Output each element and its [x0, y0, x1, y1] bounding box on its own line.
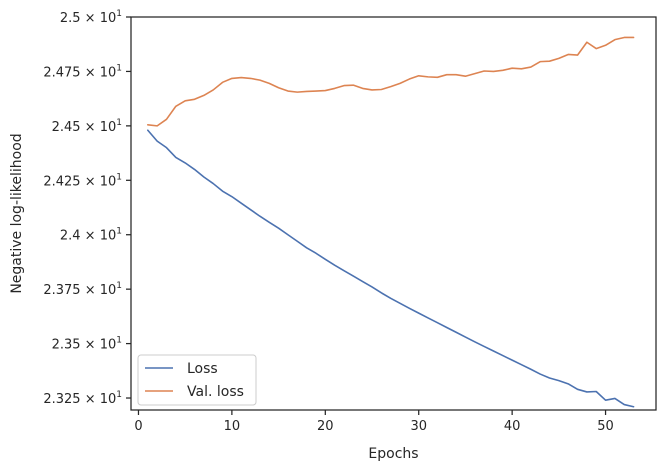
- x-axis-label: Epochs: [368, 446, 418, 462]
- y-tick-label: 2.5 × 101: [60, 9, 122, 26]
- y-tick-label: 2.425 × 101: [43, 172, 122, 189]
- x-tick-label: 0: [134, 419, 142, 434]
- legend-label-val-loss: Val. loss: [187, 384, 244, 400]
- x-tick-label: 20: [317, 419, 334, 434]
- x-tick-label: 50: [597, 419, 614, 434]
- y-axis-label: Negative log-likelihood: [9, 133, 25, 293]
- series-line-val-loss: [147, 36, 635, 127]
- legend-label-loss: Loss: [187, 361, 218, 377]
- series-layer: [147, 36, 635, 408]
- y-tick-label: 2.475 × 101: [43, 63, 122, 80]
- x-tick-label: 30: [410, 419, 427, 434]
- x-tick-label: 40: [504, 419, 521, 434]
- x-tick-label: 10: [224, 419, 241, 434]
- y-tick-label: 2.4 × 101: [60, 227, 122, 244]
- y-tick-label: 2.45 × 101: [52, 118, 122, 135]
- plot-frame: [130, 16, 657, 411]
- y-tick-label: 2.35 × 101: [52, 336, 122, 353]
- x-axis-ticks: 0 10 20 30 40 50: [134, 410, 614, 434]
- y-axis-ticks: 2.325 × 101 2.35 × 101 2.375 × 101 2.4 × 10…: [43, 9, 131, 407]
- y-tick-label: 2.325 × 101: [43, 390, 122, 407]
- series-line-loss: [147, 129, 635, 408]
- legend: Loss Val. loss: [137, 354, 257, 406]
- y-tick-label: 2.375 × 101: [43, 281, 122, 298]
